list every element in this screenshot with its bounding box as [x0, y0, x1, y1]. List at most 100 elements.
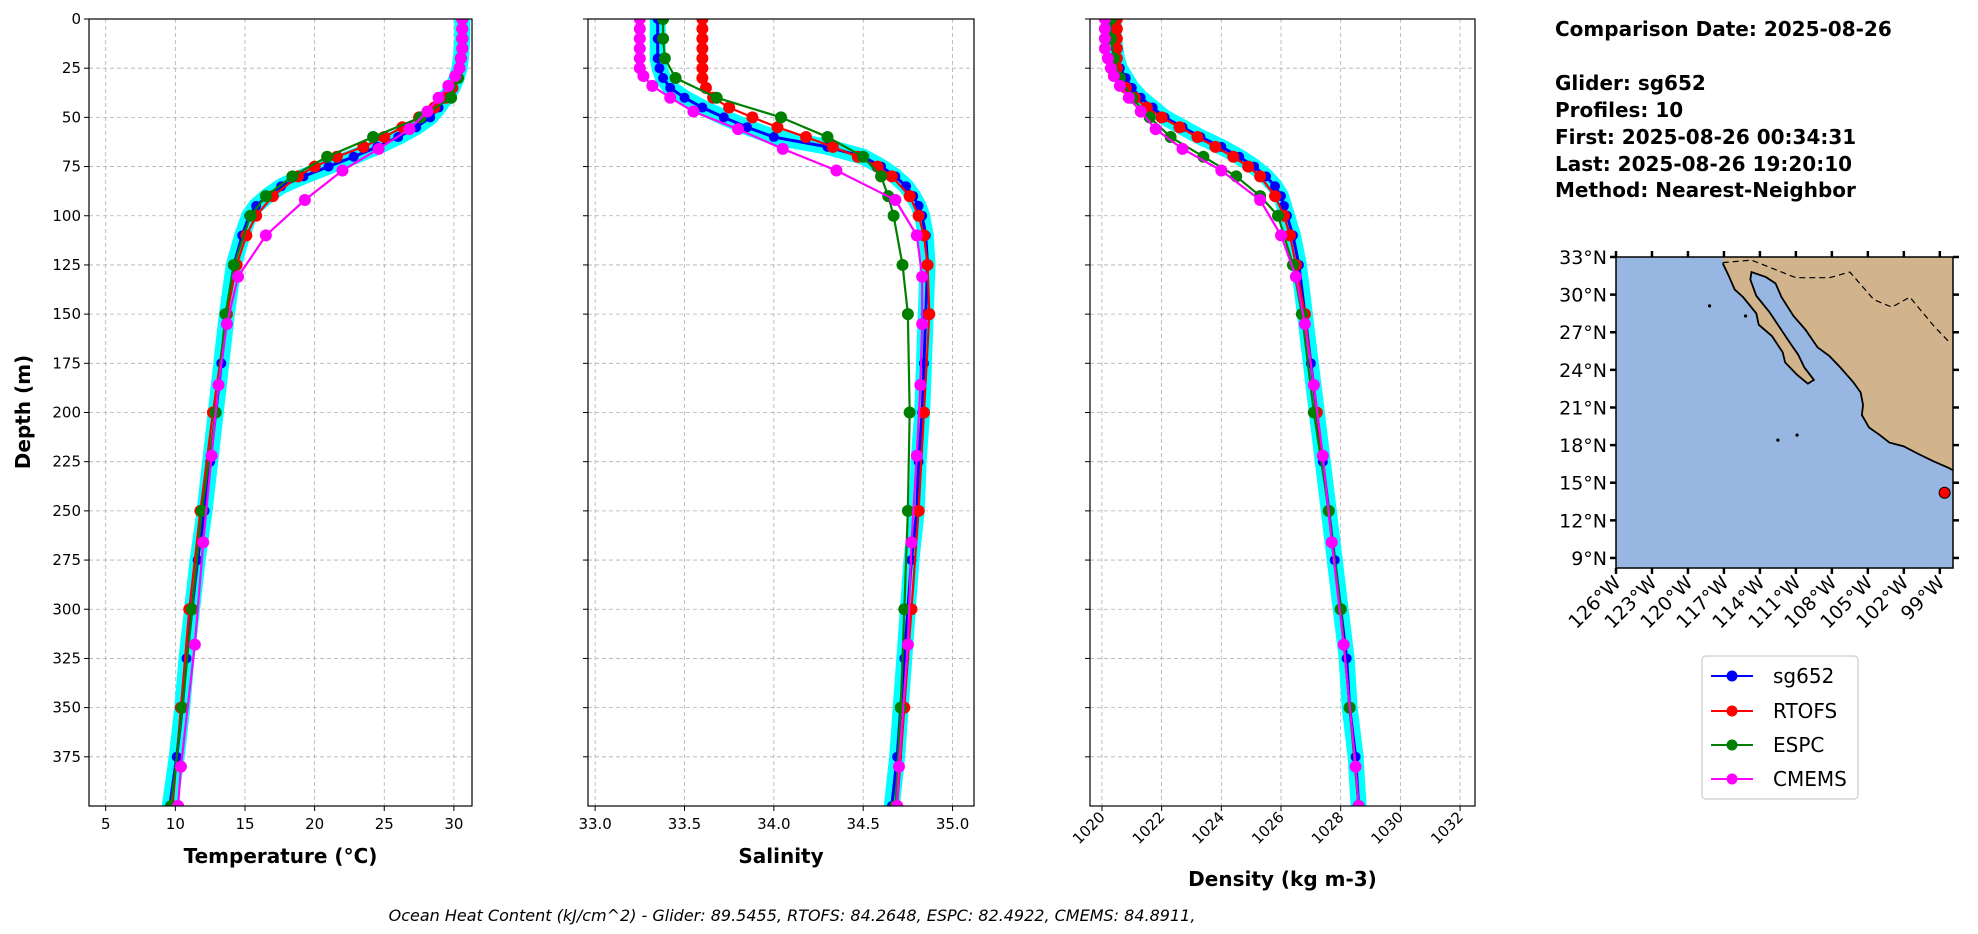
y-tick-label: 175	[52, 354, 81, 372]
data-point-RTOFS	[885, 170, 898, 183]
x-tick-label: 5	[101, 815, 111, 833]
data-point-CMEMS	[910, 449, 923, 462]
y-tick-label: 275	[52, 551, 81, 569]
comparison-date: Comparison Date: 2025-08-26	[1555, 17, 1892, 41]
data-point-CMEMS	[633, 42, 646, 55]
panel-temperature: 5 10 15 20 25 3002550751001251501752002252502…	[52, 10, 473, 868]
data-point-ESPC	[775, 111, 787, 124]
data-point-CMEMS	[633, 22, 646, 35]
data-point-RTOFS	[912, 209, 925, 222]
lat-tick-label: 33°N	[1559, 247, 1607, 269]
y-tick-label: 25	[62, 59, 81, 77]
data-point-ESPC	[445, 91, 458, 104]
legend-label-CMEMS: CMEMS	[1773, 767, 1847, 791]
legend-label-ESPC: ESPC	[1773, 733, 1824, 757]
data-point-ESPC	[321, 150, 334, 163]
legend-marker-sg652	[1726, 670, 1738, 682]
data-point-ESPC	[1143, 111, 1156, 124]
data-point-CMEMS	[432, 91, 445, 104]
data-point-ESPC	[857, 150, 870, 163]
data-point-ESPC	[286, 170, 299, 183]
lat-tick-label: 15°N	[1559, 473, 1607, 495]
x-tick-label: 1024	[1188, 808, 1228, 848]
data-point-RTOFS	[696, 22, 709, 35]
x-tick-label: 10	[166, 815, 185, 833]
data-point-CMEMS	[456, 42, 469, 55]
data-point-RTOFS	[826, 140, 839, 153]
data-point-CMEMS	[637, 70, 650, 83]
x-tick-label: 20	[305, 815, 324, 833]
data-point-RTOFS	[800, 131, 813, 144]
data-point-CMEMS	[403, 123, 416, 136]
series-group	[633, 19, 936, 806]
map-frame	[1615, 256, 1954, 569]
data-point-RTOFS	[1155, 111, 1168, 124]
data-point-CMEMS	[197, 536, 210, 549]
y-tick-label: 50	[62, 108, 81, 126]
data-point-CMEMS	[1298, 317, 1311, 330]
data-point-CMEMS	[372, 142, 385, 155]
data-point-RTOFS	[1209, 140, 1222, 153]
data-point-CMEMS	[910, 229, 923, 242]
data-point-RTOFS	[921, 258, 934, 271]
data-point-RTOFS	[1254, 170, 1267, 183]
data-point-CMEMS	[905, 536, 918, 549]
data-point-ESPC	[259, 190, 272, 203]
data-point-RTOFS	[903, 190, 916, 203]
y-tick-label: 350	[52, 699, 81, 717]
x-axis-label-salinity: Salinity	[738, 844, 823, 868]
data-point-RTOFS	[696, 42, 709, 55]
data-point-CMEMS	[1098, 19, 1111, 25]
legend-label-sg652: sg652	[1773, 664, 1834, 688]
data-point-ESPC	[901, 308, 914, 321]
y-tick-label: 200	[52, 404, 81, 422]
data-point-sg652	[742, 122, 753, 133]
data-point-sg652	[1270, 181, 1281, 192]
data-point-CMEMS	[776, 142, 789, 155]
data-point-sg652	[768, 132, 779, 143]
x-tick-label: 1028	[1308, 808, 1348, 848]
legend-box	[1701, 655, 1859, 800]
first-time: First: 2025-08-26 00:34:31	[1555, 125, 1856, 149]
data-point-sg652	[697, 102, 708, 113]
panel-density: 1020 1022 1024 1026 1028 1030 1032 Density (kg …	[1069, 18, 1476, 891]
x-tick-label: 34.5	[847, 815, 880, 833]
data-point-CMEMS	[259, 229, 272, 242]
data-point-ESPC	[901, 504, 914, 517]
info-text: Comparison Date: 2025-08-26 Glider: sg65…	[1555, 17, 1892, 202]
data-point-RTOFS	[1227, 150, 1240, 163]
lat-tick-label: 21°N	[1559, 397, 1607, 419]
data-point-CMEMS	[1254, 194, 1267, 207]
data-point-sg652	[679, 92, 690, 103]
data-point-CMEMS	[1215, 164, 1228, 177]
lat-tick-label: 27°N	[1559, 322, 1607, 344]
data-point-RTOFS	[723, 101, 736, 114]
data-point-CMEMS	[205, 449, 218, 462]
data-point-RTOFS	[696, 32, 709, 45]
data-point-ESPC	[176, 701, 189, 714]
series-group	[1098, 19, 1367, 806]
data-point-CMEMS	[914, 378, 927, 391]
lat-tick-label: 30°N	[1559, 285, 1607, 307]
data-point-ESPC	[657, 19, 670, 25]
x-tick-label: 1026	[1248, 808, 1288, 848]
country-border	[1722, 259, 1952, 344]
data-point-CMEMS	[454, 52, 467, 65]
data-point-CMEMS	[174, 760, 187, 773]
data-point-ESPC	[903, 406, 916, 419]
data-point-ESPC	[367, 131, 380, 144]
data-point-ESPC	[875, 170, 888, 183]
data-point-CMEMS	[1352, 800, 1365, 806]
legend-marker-CMEMS	[1726, 773, 1738, 785]
data-point-CMEMS	[172, 800, 185, 806]
data-point-CMEMS	[633, 52, 646, 65]
glider-name: Glider: sg652	[1555, 71, 1706, 95]
data-point-ESPC	[1334, 603, 1347, 616]
data-point-CMEMS	[421, 105, 434, 118]
data-point-CMEMS	[442, 79, 455, 92]
data-point-RTOFS	[1110, 22, 1123, 35]
y-tick-label: 0	[71, 10, 81, 28]
y-tick-label: 375	[52, 748, 81, 766]
data-point-RTOFS	[357, 140, 370, 153]
y-tick-label: 225	[52, 453, 81, 471]
